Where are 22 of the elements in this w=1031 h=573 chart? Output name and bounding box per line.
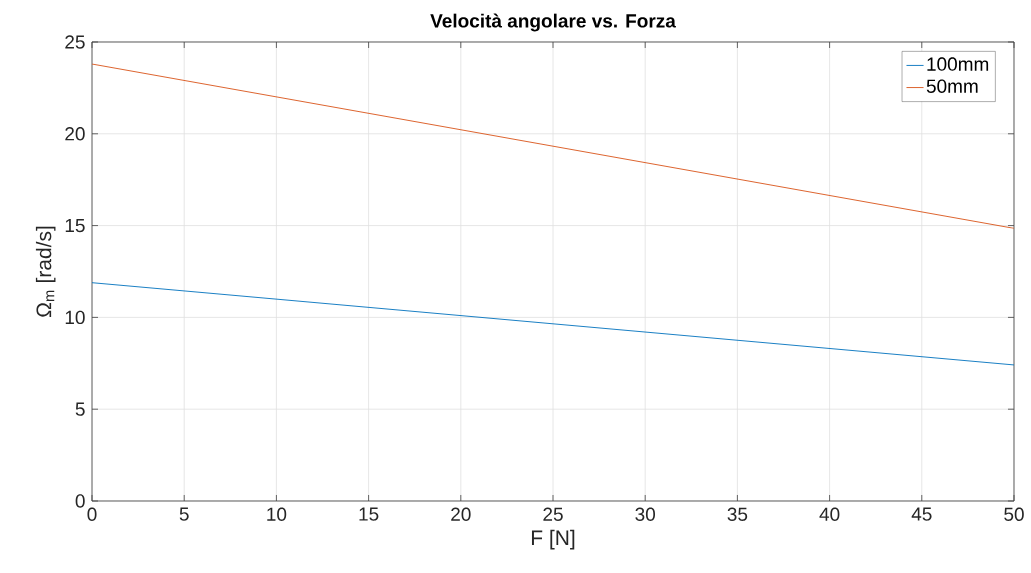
y-tick-label: 15 <box>65 218 85 233</box>
x-tick-label: 0 <box>87 507 97 521</box>
y-axis-title: Ω$_{m}$ [rad/s] <box>35 226 56 317</box>
x-tick-label: 20 <box>451 507 471 521</box>
x-tick-label: 35 <box>727 507 748 521</box>
y-tick-label: 25 <box>65 35 85 49</box>
y-tick-label: 20 <box>65 127 85 141</box>
x-axis-title: F [N] <box>531 529 575 550</box>
x-tick-label: 25 <box>543 507 563 521</box>
x-tick-label: 45 <box>911 507 932 521</box>
legend-label: 100mm <box>927 57 989 71</box>
x-tick-label: 30 <box>635 507 656 521</box>
x-tick-label: 15 <box>359 507 379 521</box>
x-tick-label: 5 <box>179 507 189 521</box>
y-tick-label: 0 <box>75 494 85 508</box>
x-tick-label: 10 <box>267 507 287 521</box>
legend-label: 50mm <box>926 79 978 93</box>
x-tick-label: 40 <box>819 507 840 521</box>
x-tick-label: 50 <box>1004 507 1024 521</box>
y-tick-label: 10 <box>65 310 85 325</box>
y-tick-label: 5 <box>75 402 85 416</box>
chart-title: Velocità angolare vs. Forza <box>430 13 676 32</box>
